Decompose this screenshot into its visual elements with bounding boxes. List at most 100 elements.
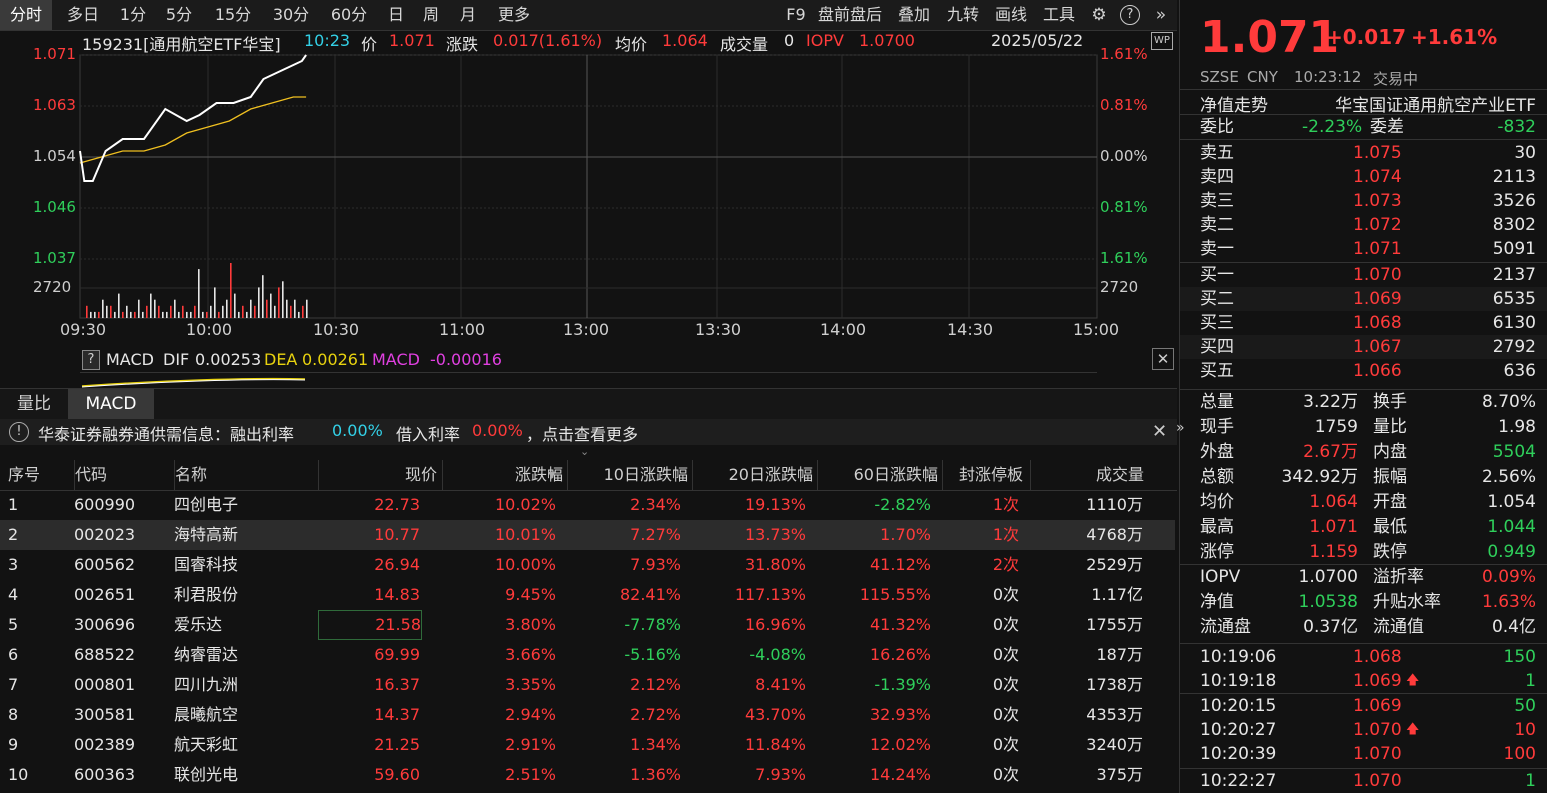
stat-label: 溢折率 xyxy=(1373,567,1424,587)
cell-c60: 16.26% xyxy=(869,645,931,664)
toolbar-item-4[interactable]: 画线 xyxy=(994,5,1027,24)
stat-value: 1.0700 xyxy=(1298,567,1358,587)
double-chevron-right-icon[interactable]: » xyxy=(1155,5,1167,25)
tick-row: 10:20:27 1.070 🡅 10 xyxy=(1180,718,1547,742)
table-row[interactable]: 2 002023 海特高新 10.77 10.01% 7.27% 13.73% 1.70% 1次… xyxy=(0,520,1175,550)
period-tab-6[interactable]: 60分 xyxy=(330,5,368,24)
bid-row[interactable]: 买一 1.070 2137 xyxy=(1180,263,1547,287)
stat-value: 8.70% xyxy=(1481,392,1536,412)
bid-row[interactable]: 买四 1.067 2792 xyxy=(1180,335,1547,359)
table-row[interactable]: 9 002389 航天彩虹 21.25 2.91% 1.34% 11.84% 12.02% 0次… xyxy=(0,730,1175,760)
table-row[interactable]: 1 600990 四创电子 22.73 10.02% 2.34% 19.13% -2.82% 1… xyxy=(0,490,1175,520)
margin-notice-bar[interactable]: ! 华泰证券融券通供需信息：融出利率 0.00% 借入利率 0.00% ，点击查… xyxy=(0,419,1177,445)
close-icon[interactable]: ✕ xyxy=(1152,348,1174,370)
column-header-4[interactable]: 涨跌幅 xyxy=(442,460,563,490)
table-row[interactable]: 6 688522 纳睿雷达 69.99 3.66% -5.16% -4.08% 16.26% 0… xyxy=(0,640,1175,670)
column-header-2[interactable]: 名称 xyxy=(174,460,315,490)
period-tab-10[interactable]: 更多 xyxy=(497,5,530,24)
cell-code: 600363 xyxy=(74,765,136,784)
table-row[interactable]: 5 300696 爱乐达 21.58 3.80% -7.78% 16.96% 41.32% 0次… xyxy=(0,610,1175,640)
cell-n: 10 xyxy=(8,765,29,784)
table-row[interactable]: 7 000801 四川九洲 16.37 3.35% 2.12% 8.41% -1.39% 0次 1… xyxy=(0,670,1175,700)
collapse-chevron-icon[interactable]: ⌄ xyxy=(580,445,590,458)
sort-desc-icon[interactable]: ▼ xyxy=(548,470,556,481)
column-header-3[interactable]: 现价 xyxy=(318,460,437,490)
stat-label: 跌停 xyxy=(1373,542,1407,562)
column-header-8[interactable]: 封涨停板 xyxy=(942,460,1023,490)
ask-row[interactable]: 卖四 1.074 2113 xyxy=(1180,165,1547,189)
stat-value: 1.159 xyxy=(1309,542,1358,562)
intraday-chart[interactable] xyxy=(0,30,1177,350)
column-header-5[interactable]: 10日涨跌幅 xyxy=(567,460,688,490)
stat-label: 总量 xyxy=(1200,392,1234,412)
toolbar-item-2[interactable]: 叠加 xyxy=(897,5,930,24)
column-header-6[interactable]: 20日涨跌幅 xyxy=(692,460,813,490)
nav-trend-link[interactable]: 净值走势 xyxy=(1200,96,1268,116)
period-tab-5[interactable]: 30分 xyxy=(272,5,310,24)
macd-help-icon[interactable]: ? xyxy=(82,350,100,370)
volume-bar xyxy=(218,311,220,318)
table-row[interactable]: 10 600363 联创光电 59.60 2.51% 1.36% 7.93% 14.24% 0次… xyxy=(0,760,1175,790)
column-header-9[interactable]: 成交量 xyxy=(1030,460,1144,490)
tab-liangbi[interactable]: 量比 xyxy=(17,394,51,414)
toolbar-item-3[interactable]: 九转 xyxy=(946,5,979,24)
stat-row: 流通盘 0.37亿 流通值 0.4亿 xyxy=(1180,615,1547,639)
toolbar-item-0[interactable]: F9 xyxy=(786,5,806,24)
bid-volume: 2792 xyxy=(1492,337,1536,357)
period-tab-0[interactable]: 分时 xyxy=(0,0,52,30)
volume-bar xyxy=(146,305,148,318)
ask-row[interactable]: 卖一 1.071 5091 xyxy=(1180,237,1547,261)
ask-price: 1.074 xyxy=(1353,167,1402,187)
cell-limit: 1次 xyxy=(992,495,1019,514)
period-tab-8[interactable]: 周 xyxy=(422,5,439,24)
table-row[interactable]: 8 300581 晨曦航空 14.37 2.94% 2.72% 43.70% 32.93% 0次… xyxy=(0,700,1175,730)
volume-bar xyxy=(298,311,300,318)
volume-bar xyxy=(178,311,180,318)
wp-icon[interactable]: WP xyxy=(1151,32,1173,50)
currency: CNY xyxy=(1247,68,1278,86)
period-tab-9[interactable]: 月 xyxy=(459,5,476,24)
period-tab-1[interactable]: 多日 xyxy=(66,5,99,24)
bid-volume: 636 xyxy=(1503,361,1536,381)
column-header-7[interactable]: 60日涨跌幅 xyxy=(817,460,938,490)
toolbar-item-1[interactable]: 盘前盘后 xyxy=(817,5,882,24)
ask-volume: 5091 xyxy=(1492,239,1536,259)
ask-row[interactable]: 卖五 1.075 30 xyxy=(1180,141,1547,165)
macd-title: MACD xyxy=(106,350,154,369)
ask-row[interactable]: 卖三 1.073 3526 xyxy=(1180,189,1547,213)
expand-chevron-icon[interactable]: » xyxy=(1176,420,1185,436)
tick-row: 10:20:15 1.069 50 xyxy=(1180,694,1547,718)
period-tab-2[interactable]: 1分 xyxy=(119,5,147,24)
volume-bar xyxy=(234,293,236,318)
quote-timestamp: 10:23:12 xyxy=(1294,68,1362,86)
cell-c10: 1.34% xyxy=(630,735,681,754)
tab-macd[interactable]: MACD xyxy=(68,389,154,419)
cell-c10: 2.72% xyxy=(630,705,681,724)
cell-c60: 41.12% xyxy=(869,555,931,574)
ask-price: 1.072 xyxy=(1353,215,1402,235)
bid-row[interactable]: 买二 1.069 6535 xyxy=(1180,287,1547,311)
period-tab-3[interactable]: 5分 xyxy=(165,5,193,24)
y-left-tick: 1.063 xyxy=(33,96,76,114)
cell-vol: 375万 xyxy=(1096,765,1143,784)
table-row[interactable]: 4 002651 利君股份 14.83 9.45% 82.41% 117.13% 115.55… xyxy=(0,580,1175,610)
bid-row[interactable]: 买五 1.066 636 xyxy=(1180,359,1547,383)
notice-close-icon[interactable]: ✕ xyxy=(1152,421,1168,442)
stat-value: 5504 xyxy=(1492,442,1536,462)
bid-price: 1.067 xyxy=(1353,337,1402,357)
toolbar-item-5[interactable]: 工具 xyxy=(1042,5,1075,24)
column-header-1[interactable]: 代码 xyxy=(74,460,165,490)
help-icon[interactable]: ? xyxy=(1120,5,1140,25)
bid-row[interactable]: 买三 1.068 6130 xyxy=(1180,311,1547,335)
y-left-tick: 1.046 xyxy=(33,198,76,216)
table-row[interactable]: 3 600562 国睿科技 26.94 10.00% 7.93% 31.80% 41.12% 2… xyxy=(0,550,1175,580)
column-header-0[interactable]: 序号 xyxy=(8,465,41,484)
period-toolbar: 分时 多日 1分 5分 15分 30分 60分日周 月 更多 F9 盘前盘后 叠加 九转 画线 工具 ⚙? » xyxy=(0,0,1177,31)
y-right-tick: 1.61% xyxy=(1100,45,1148,63)
gear-icon[interactable]: ⚙ xyxy=(1091,5,1107,25)
stat-value: 2.67万 xyxy=(1303,442,1358,462)
tick-row: 10:20:39 1.070 100 xyxy=(1180,742,1547,766)
ask-row[interactable]: 卖二 1.072 8302 xyxy=(1180,213,1547,237)
period-tab-7[interactable]: 日 xyxy=(387,5,404,24)
period-tab-4[interactable]: 15分 xyxy=(214,5,252,24)
